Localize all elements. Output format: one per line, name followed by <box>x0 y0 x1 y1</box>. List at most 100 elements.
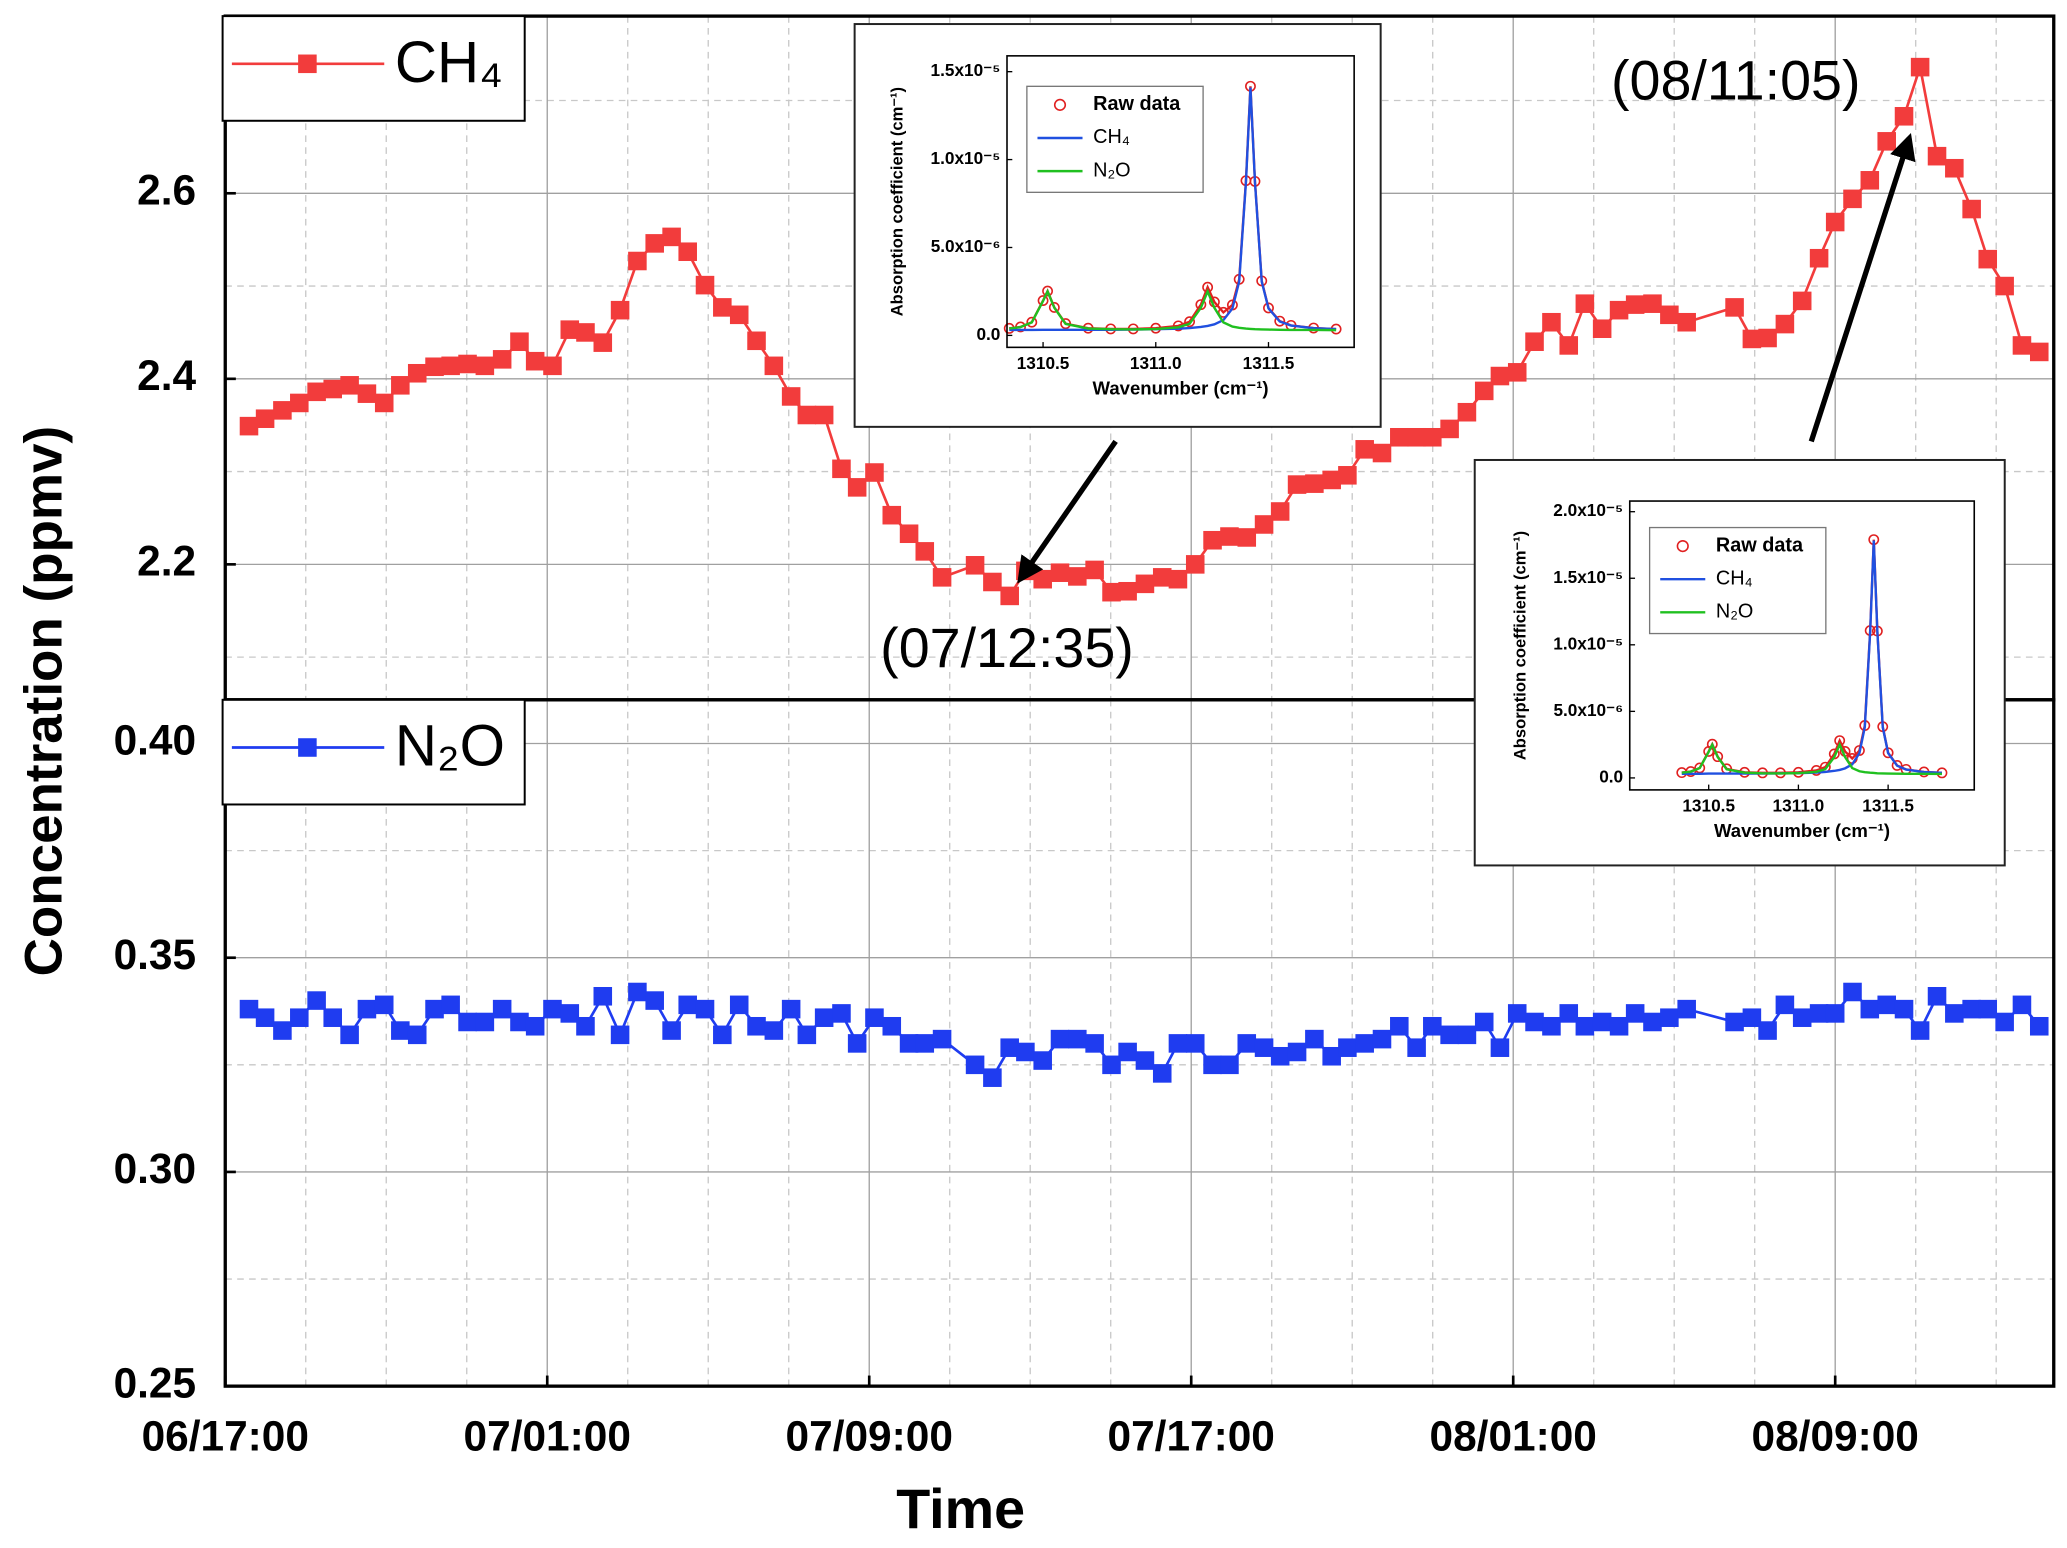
data-point <box>323 379 342 399</box>
data-point <box>593 333 613 352</box>
data-point <box>1068 1029 1087 1049</box>
data-point <box>1894 107 1914 126</box>
data-point <box>576 323 595 342</box>
data-point <box>662 1021 681 1040</box>
plot-frame <box>1006 55 1355 349</box>
data-point <box>340 1025 359 1045</box>
data-point <box>1625 295 1645 314</box>
x-tick-label: 1311.0 <box>1773 796 1825 816</box>
data-point <box>814 405 834 425</box>
y-axis-label: Absorption coefficient (cm⁻¹) <box>1510 531 1529 760</box>
data-point <box>1978 999 1998 1019</box>
data-point <box>781 387 801 406</box>
data-point <box>1184 316 1196 328</box>
data-point <box>1894 999 1914 1019</box>
data-point <box>1037 295 1049 307</box>
data-point <box>1254 515 1274 534</box>
data-point <box>1457 1025 1477 1045</box>
x-axis-label: Wavenumber (cm⁻¹) <box>1093 378 1269 399</box>
legend-label: N₂O <box>395 714 505 779</box>
data-point <box>1048 302 1060 313</box>
data-point <box>932 568 952 587</box>
data-point <box>1423 427 1442 447</box>
inset-frame <box>1473 458 2006 867</box>
data-point <box>1809 248 1829 268</box>
data-point <box>510 332 529 351</box>
data-point <box>1407 427 1426 447</box>
data-point <box>797 405 817 425</box>
data-point <box>2029 1016 2049 1036</box>
data-point <box>1860 171 1880 190</box>
data-point <box>1118 1042 1137 1062</box>
data-point <box>1792 1008 1812 1027</box>
data-point <box>1694 762 1706 774</box>
data-point <box>747 331 766 351</box>
data-point <box>1927 987 1947 1006</box>
data-point <box>492 350 512 369</box>
data-point <box>662 227 681 247</box>
x-tick-label: 1310.5 <box>1682 796 1735 816</box>
x-tick-label: 1311.5 <box>1862 796 1914 816</box>
x-tick-label: 06/17:00 <box>142 1412 309 1459</box>
data-point <box>1945 158 1964 178</box>
data-point <box>915 542 935 561</box>
inset-frame <box>853 23 1382 428</box>
legend-marker <box>298 54 317 74</box>
data-point <box>832 459 851 479</box>
data-point <box>645 991 664 1010</box>
series-line <box>1009 288 1337 332</box>
data-point <box>1237 528 1257 547</box>
y-tick-label: 2.0x10⁻⁵ <box>1553 500 1623 520</box>
data-point <box>1068 567 1087 586</box>
data-point <box>1575 1016 1595 1036</box>
data-point <box>1490 366 1510 386</box>
data-point <box>1507 363 1527 382</box>
legend-label: N₂O <box>1716 601 1754 623</box>
data-point <box>593 987 613 1006</box>
data-point <box>543 356 562 376</box>
data-point <box>1000 1038 1019 1057</box>
data-point <box>882 505 902 525</box>
data-point <box>1542 312 1561 332</box>
data-point <box>525 351 545 371</box>
legend-label: CH₄ <box>1093 126 1130 148</box>
y-tick-label: 0.0 <box>1599 766 1623 786</box>
data-point <box>1559 336 1579 355</box>
data-point <box>357 999 377 1019</box>
data-point <box>1575 294 1595 313</box>
data-point <box>475 1012 495 1032</box>
data-point <box>729 995 749 1015</box>
data-point <box>1962 199 1981 219</box>
y-tick-label: 2.6 <box>137 166 196 213</box>
data-point <box>1792 291 1812 311</box>
data-point <box>1910 1021 1930 1040</box>
data-point <box>1220 527 1239 546</box>
y-tick-label: 5.0x10⁻⁶ <box>1553 700 1623 720</box>
data-point <box>1712 751 1724 763</box>
data-point <box>1372 443 1392 463</box>
data-point <box>1390 427 1409 447</box>
data-point <box>1490 1038 1510 1057</box>
data-point <box>1559 1004 1579 1023</box>
data-point <box>1706 738 1718 750</box>
data-point <box>1263 302 1274 314</box>
data-point <box>255 409 275 428</box>
data-point <box>560 320 580 339</box>
y-tick-label: 0.25 <box>114 1359 197 1406</box>
data-point <box>1758 1021 1777 1040</box>
data-point <box>1825 212 1845 232</box>
data-point <box>1474 1012 1494 1032</box>
legend-box <box>221 15 526 122</box>
data-point <box>1962 999 1981 1019</box>
data-point <box>1287 475 1307 494</box>
data-point <box>1274 315 1286 327</box>
data-point <box>1407 1038 1426 1057</box>
data-point <box>965 1055 985 1075</box>
data-point <box>407 1025 427 1045</box>
data-point <box>576 1016 595 1036</box>
data-point <box>1085 560 1104 580</box>
data-point <box>899 524 919 544</box>
data-point <box>441 356 460 376</box>
data-point <box>1322 470 1341 490</box>
data-point <box>1060 318 1072 330</box>
